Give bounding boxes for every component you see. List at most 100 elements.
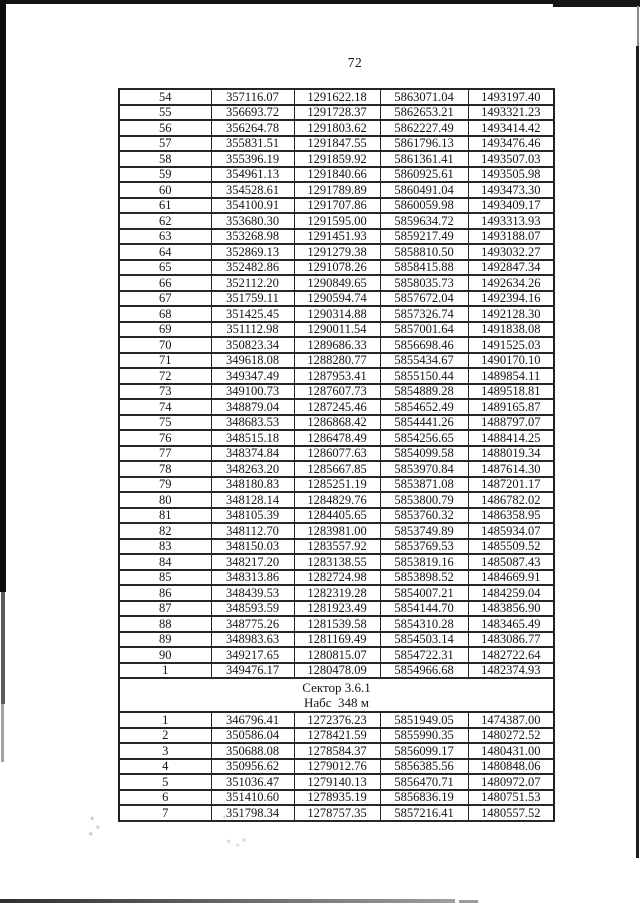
- value-cell: 352869.13: [210, 243, 295, 261]
- table-row: 77 348374.84 1286077.63 5854099.58 1488019.3…: [118, 444, 555, 462]
- value-cell: 1493505.98: [467, 165, 555, 183]
- row-number-cell: 56: [118, 119, 212, 137]
- scan-edge-left: [0, 0, 6, 592]
- table-row: 74 348879.04 1287245.46 5854652.49 1489165.8…: [118, 398, 555, 416]
- table-row: 1 349476.17 1280478.09 5854966.68 1482374.93: [118, 661, 555, 679]
- value-cell: 1474387.00: [467, 711, 555, 729]
- value-cell: 5862227.49: [379, 119, 469, 137]
- table-row: 6 351410.60 1278935.19 5856836.19 1480751.53: [118, 788, 555, 806]
- value-cell: 351036.47: [210, 773, 295, 791]
- row-number-cell: 71: [118, 351, 212, 369]
- value-cell: 5854441.26: [379, 413, 469, 431]
- table-row: 83 348150.03 1283557.92 5853769.53 1485509.5…: [118, 537, 555, 555]
- section-header-line: Сектор 3.6.1: [302, 680, 371, 695]
- value-cell: 5855434.67: [379, 351, 469, 369]
- row-number-cell: 64: [118, 243, 212, 261]
- value-cell: 1279012.76: [293, 757, 381, 775]
- value-cell: 348112.70: [210, 522, 295, 540]
- table-row: 66 352112.20 1290849.65 5858035.73 1492634.2…: [118, 274, 555, 292]
- value-cell: 5853749.89: [379, 522, 469, 540]
- value-cell: 1272376.23: [293, 711, 381, 729]
- value-cell: 5861796.13: [379, 134, 469, 152]
- table-row: 3 350688.08 1278584.37 5856099.17 1480431.00: [118, 742, 555, 760]
- value-cell: 1291847.55: [293, 134, 381, 152]
- value-cell: 349217.65: [210, 646, 295, 664]
- value-cell: 5857001.64: [379, 320, 469, 338]
- value-cell: 1291451.93: [293, 227, 381, 245]
- value-cell: 5853898.52: [379, 568, 469, 586]
- value-cell: 348593.59: [210, 599, 295, 617]
- value-cell: 1480848.06: [467, 757, 555, 775]
- value-cell: 1492394.16: [467, 289, 555, 307]
- scan-edge-bottom: [0, 899, 455, 903]
- value-cell: 5854889.28: [379, 382, 469, 400]
- value-cell: 1493414.42: [467, 119, 555, 137]
- table-row: 73 349100.73 1287607.73 5854889.28 1489518.8…: [118, 382, 555, 400]
- table-row: 2 350586.04 1278421.59 5855990.35 1480272.52: [118, 726, 555, 744]
- value-cell: 351798.34: [210, 804, 295, 822]
- value-cell: 5860491.04: [379, 181, 469, 199]
- value-cell: 1285667.85: [293, 460, 381, 478]
- value-cell: 1281539.58: [293, 615, 381, 633]
- row-number-cell: 54: [118, 88, 212, 106]
- table-row: 87 348593.59 1281923.49 5854144.70 1483856.9…: [118, 599, 555, 617]
- row-number-cell: 88: [118, 615, 212, 633]
- value-cell: 1284829.76: [293, 491, 381, 509]
- value-cell: 350956.62: [210, 757, 295, 775]
- value-cell: 1480431.00: [467, 742, 555, 760]
- value-cell: 1493188.07: [467, 227, 555, 245]
- row-number-cell: 81: [118, 506, 212, 524]
- value-cell: 1290849.65: [293, 274, 381, 292]
- value-cell: 5855150.44: [379, 367, 469, 385]
- scan-noise-speck: [88, 814, 102, 836]
- table-row: 4 350956.62 1279012.76 5856385.56 1480848.06: [118, 757, 555, 775]
- row-number-cell: 89: [118, 630, 212, 648]
- table-row: 64 352869.13 1291279.38 5858810.50 1493032.2…: [118, 243, 555, 261]
- value-cell: 5856470.71: [379, 773, 469, 791]
- scan-edge-right: [636, 46, 639, 858]
- row-number-cell: 84: [118, 553, 212, 571]
- value-cell: 348313.86: [210, 568, 295, 586]
- value-cell: 1278421.59: [293, 726, 381, 744]
- value-cell: 348105.39: [210, 506, 295, 524]
- value-cell: 350823.34: [210, 336, 295, 354]
- value-cell: 1278935.19: [293, 788, 381, 806]
- row-number-cell: 75: [118, 413, 212, 431]
- value-cell: 1291803.62: [293, 119, 381, 137]
- value-cell: 348879.04: [210, 398, 295, 416]
- value-cell: 355831.51: [210, 134, 295, 152]
- value-cell: 5854310.28: [379, 615, 469, 633]
- value-cell: 1480972.07: [467, 773, 555, 791]
- value-cell: 348983.63: [210, 630, 295, 648]
- value-cell: 5859634.72: [379, 212, 469, 230]
- value-cell: 1280815.07: [293, 646, 381, 664]
- value-cell: 1482722.64: [467, 646, 555, 664]
- value-cell: 5854007.21: [379, 584, 469, 602]
- value-cell: 350586.04: [210, 726, 295, 744]
- value-cell: 355396.19: [210, 150, 295, 168]
- table-row: 89 348983.63 1281169.49 5854503.14 1483086.7…: [118, 630, 555, 648]
- value-cell: 348775.26: [210, 615, 295, 633]
- value-cell: 1483856.90: [467, 599, 555, 617]
- table-row: 63 353268.98 1291451.93 5859217.49 1493188.0…: [118, 227, 555, 245]
- table-row: 90 349217.65 1280815.07 5854722.31 1482722.6…: [118, 646, 555, 664]
- value-cell: 1480272.52: [467, 726, 555, 744]
- row-number-cell: 83: [118, 537, 212, 555]
- value-cell: 5856836.19: [379, 788, 469, 806]
- row-number-cell: 87: [118, 599, 212, 617]
- row-number-cell: 72: [118, 367, 212, 385]
- table-row: 71 349618.08 1288280.77 5855434.67 1490170.1…: [118, 351, 555, 369]
- row-number-cell: 62: [118, 212, 212, 230]
- section-header-line: Набс 348 м: [303, 695, 370, 710]
- value-cell: 1485934.07: [467, 522, 555, 540]
- table-body: 54 357116.07 1291622.18 5863071.04 1493197.4…: [118, 88, 555, 822]
- section-header-row: Сектор 3.6.1 Набс 348 м: [119, 677, 554, 713]
- value-cell: 5853871.08: [379, 475, 469, 493]
- value-cell: 349347.49: [210, 367, 295, 385]
- scan-edge-top-right: [553, 0, 640, 7]
- value-cell: 1493032.27: [467, 243, 555, 261]
- value-cell: 1483086.77: [467, 630, 555, 648]
- value-cell: 5859217.49: [379, 227, 469, 245]
- value-cell: 348439.53: [210, 584, 295, 602]
- value-cell: 1278584.37: [293, 742, 381, 760]
